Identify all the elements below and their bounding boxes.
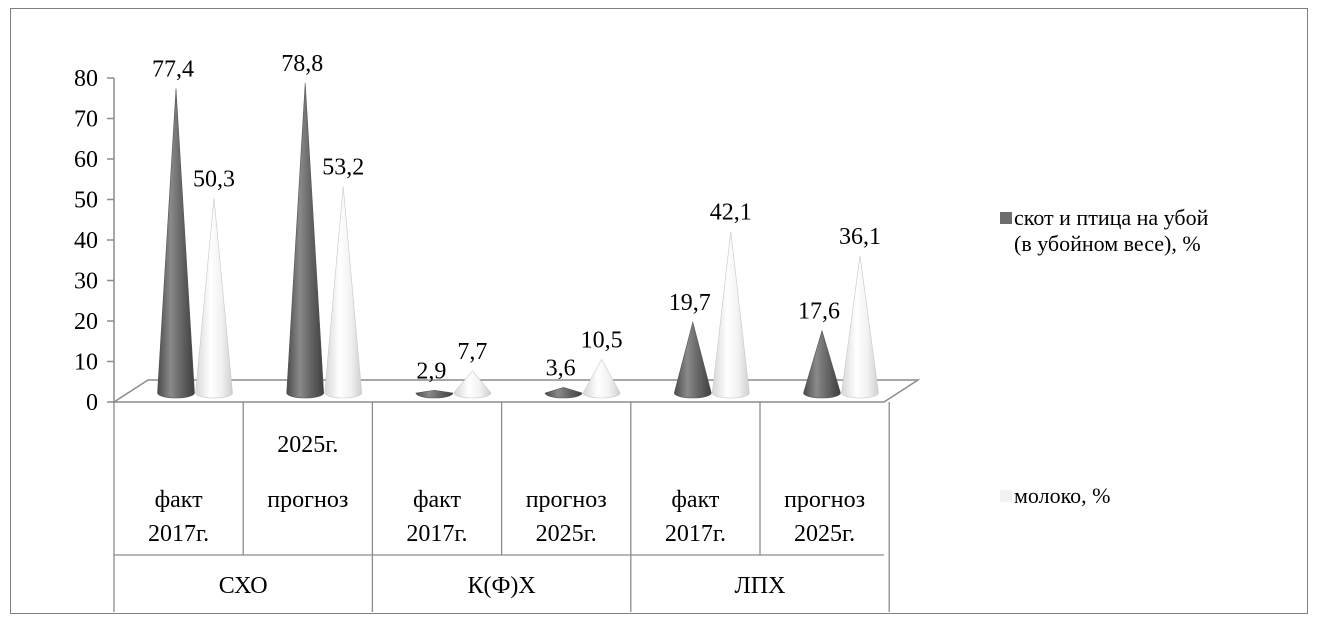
cone-series-1 [286, 82, 325, 399]
data-label-series-2: 10,5 [581, 327, 623, 353]
data-label-series-2: 36,1 [839, 224, 881, 250]
plot-area [157, 82, 879, 399]
value-labels: 77,4 50,3 78,8 53,2 2,9 7,7 3,610,5 19,7 42,1 17,… [152, 51, 881, 384]
group-label: К(Ф)Х [467, 573, 535, 599]
category-label-line-2: прогноз [267, 487, 348, 513]
category-label-line-2: 2017г. [406, 521, 467, 547]
y-axis: 0 10 20 30 40 50 60 70 80 [74, 66, 115, 416]
cone-series-1 [415, 389, 454, 399]
data-label-series-1: 19,7 [669, 290, 711, 316]
data-label-series-2: 53,2 [322, 155, 364, 181]
cone-series-2 [195, 198, 233, 399]
category-label-line-2: 2025г. [536, 521, 597, 547]
cone-series-1 [544, 387, 583, 399]
data-label-series-2: 50,3 [193, 166, 235, 192]
legend-swatch-series-1 [1000, 212, 1012, 224]
category-label-line-1: 2025г. [277, 432, 338, 458]
data-label-series-1: 78,8 [281, 51, 323, 77]
data-label-series-1: 77,4 [152, 57, 194, 83]
chart-floor [111, 379, 921, 403]
category-label-line-1: прогноз [784, 487, 865, 513]
legend-label-series-1: скот и птица на убой (в убойном весе), % [1014, 205, 1208, 257]
cone-series-2 [324, 186, 363, 399]
data-label-series-1: 2,9 [416, 358, 446, 384]
legend-label-series-1-line-2: (в убойном весе), % [1014, 231, 1201, 256]
y-tick-label: 20 [74, 309, 98, 335]
cone-series-2 [841, 255, 879, 399]
category-label-line-2: 2017г. [665, 521, 726, 547]
group-label: СХО [219, 573, 268, 599]
category-label-line-2: 2017г. [148, 521, 209, 547]
category-label-line-1: факт [671, 487, 720, 513]
cone-series-1 [157, 88, 195, 399]
cone-series-2 [582, 358, 621, 399]
y-tick-label: 70 [74, 107, 98, 133]
group-label: ЛПХ [735, 573, 786, 599]
cone-series-2 [711, 231, 750, 399]
chart-frame [10, 8, 1308, 614]
legend-label-series-2: молоко, % [1014, 483, 1111, 509]
y-tick-label: 30 [74, 269, 98, 295]
category-label-line-1: прогноз [526, 487, 607, 513]
cone-series-1 [673, 321, 712, 399]
y-tick-label: 10 [74, 350, 98, 376]
legend-swatch-series-2 [1000, 490, 1012, 502]
y-tick-label: 60 [74, 147, 98, 173]
cone-series-1 [803, 329, 841, 399]
data-label-series-1: 17,6 [798, 299, 840, 325]
category-label-line-2: 2025г. [794, 521, 855, 547]
y-tick-label: 50 [74, 188, 98, 214]
y-tick-label: 40 [74, 228, 98, 254]
legend-label-series-2-line-1: молоко, % [1014, 483, 1111, 508]
data-label-series-1: 3,6 [546, 355, 576, 381]
y-tick-label: 80 [74, 66, 98, 92]
category-label-line-1: факт [155, 487, 204, 513]
category-label-line-1: факт [413, 487, 462, 513]
x-axis: факт 2017г. 2025г. прогноз факт 2017г. прогноз… [113, 402, 890, 612]
data-label-series-2: 42,1 [710, 199, 752, 225]
y-tick-label: 0 [86, 390, 98, 416]
floor-plane [111, 379, 921, 403]
legend-label-series-1-line-1: скот и птица на убой [1014, 205, 1209, 230]
cone-series-2 [453, 370, 492, 399]
data-label-series-2: 7,7 [457, 339, 487, 365]
